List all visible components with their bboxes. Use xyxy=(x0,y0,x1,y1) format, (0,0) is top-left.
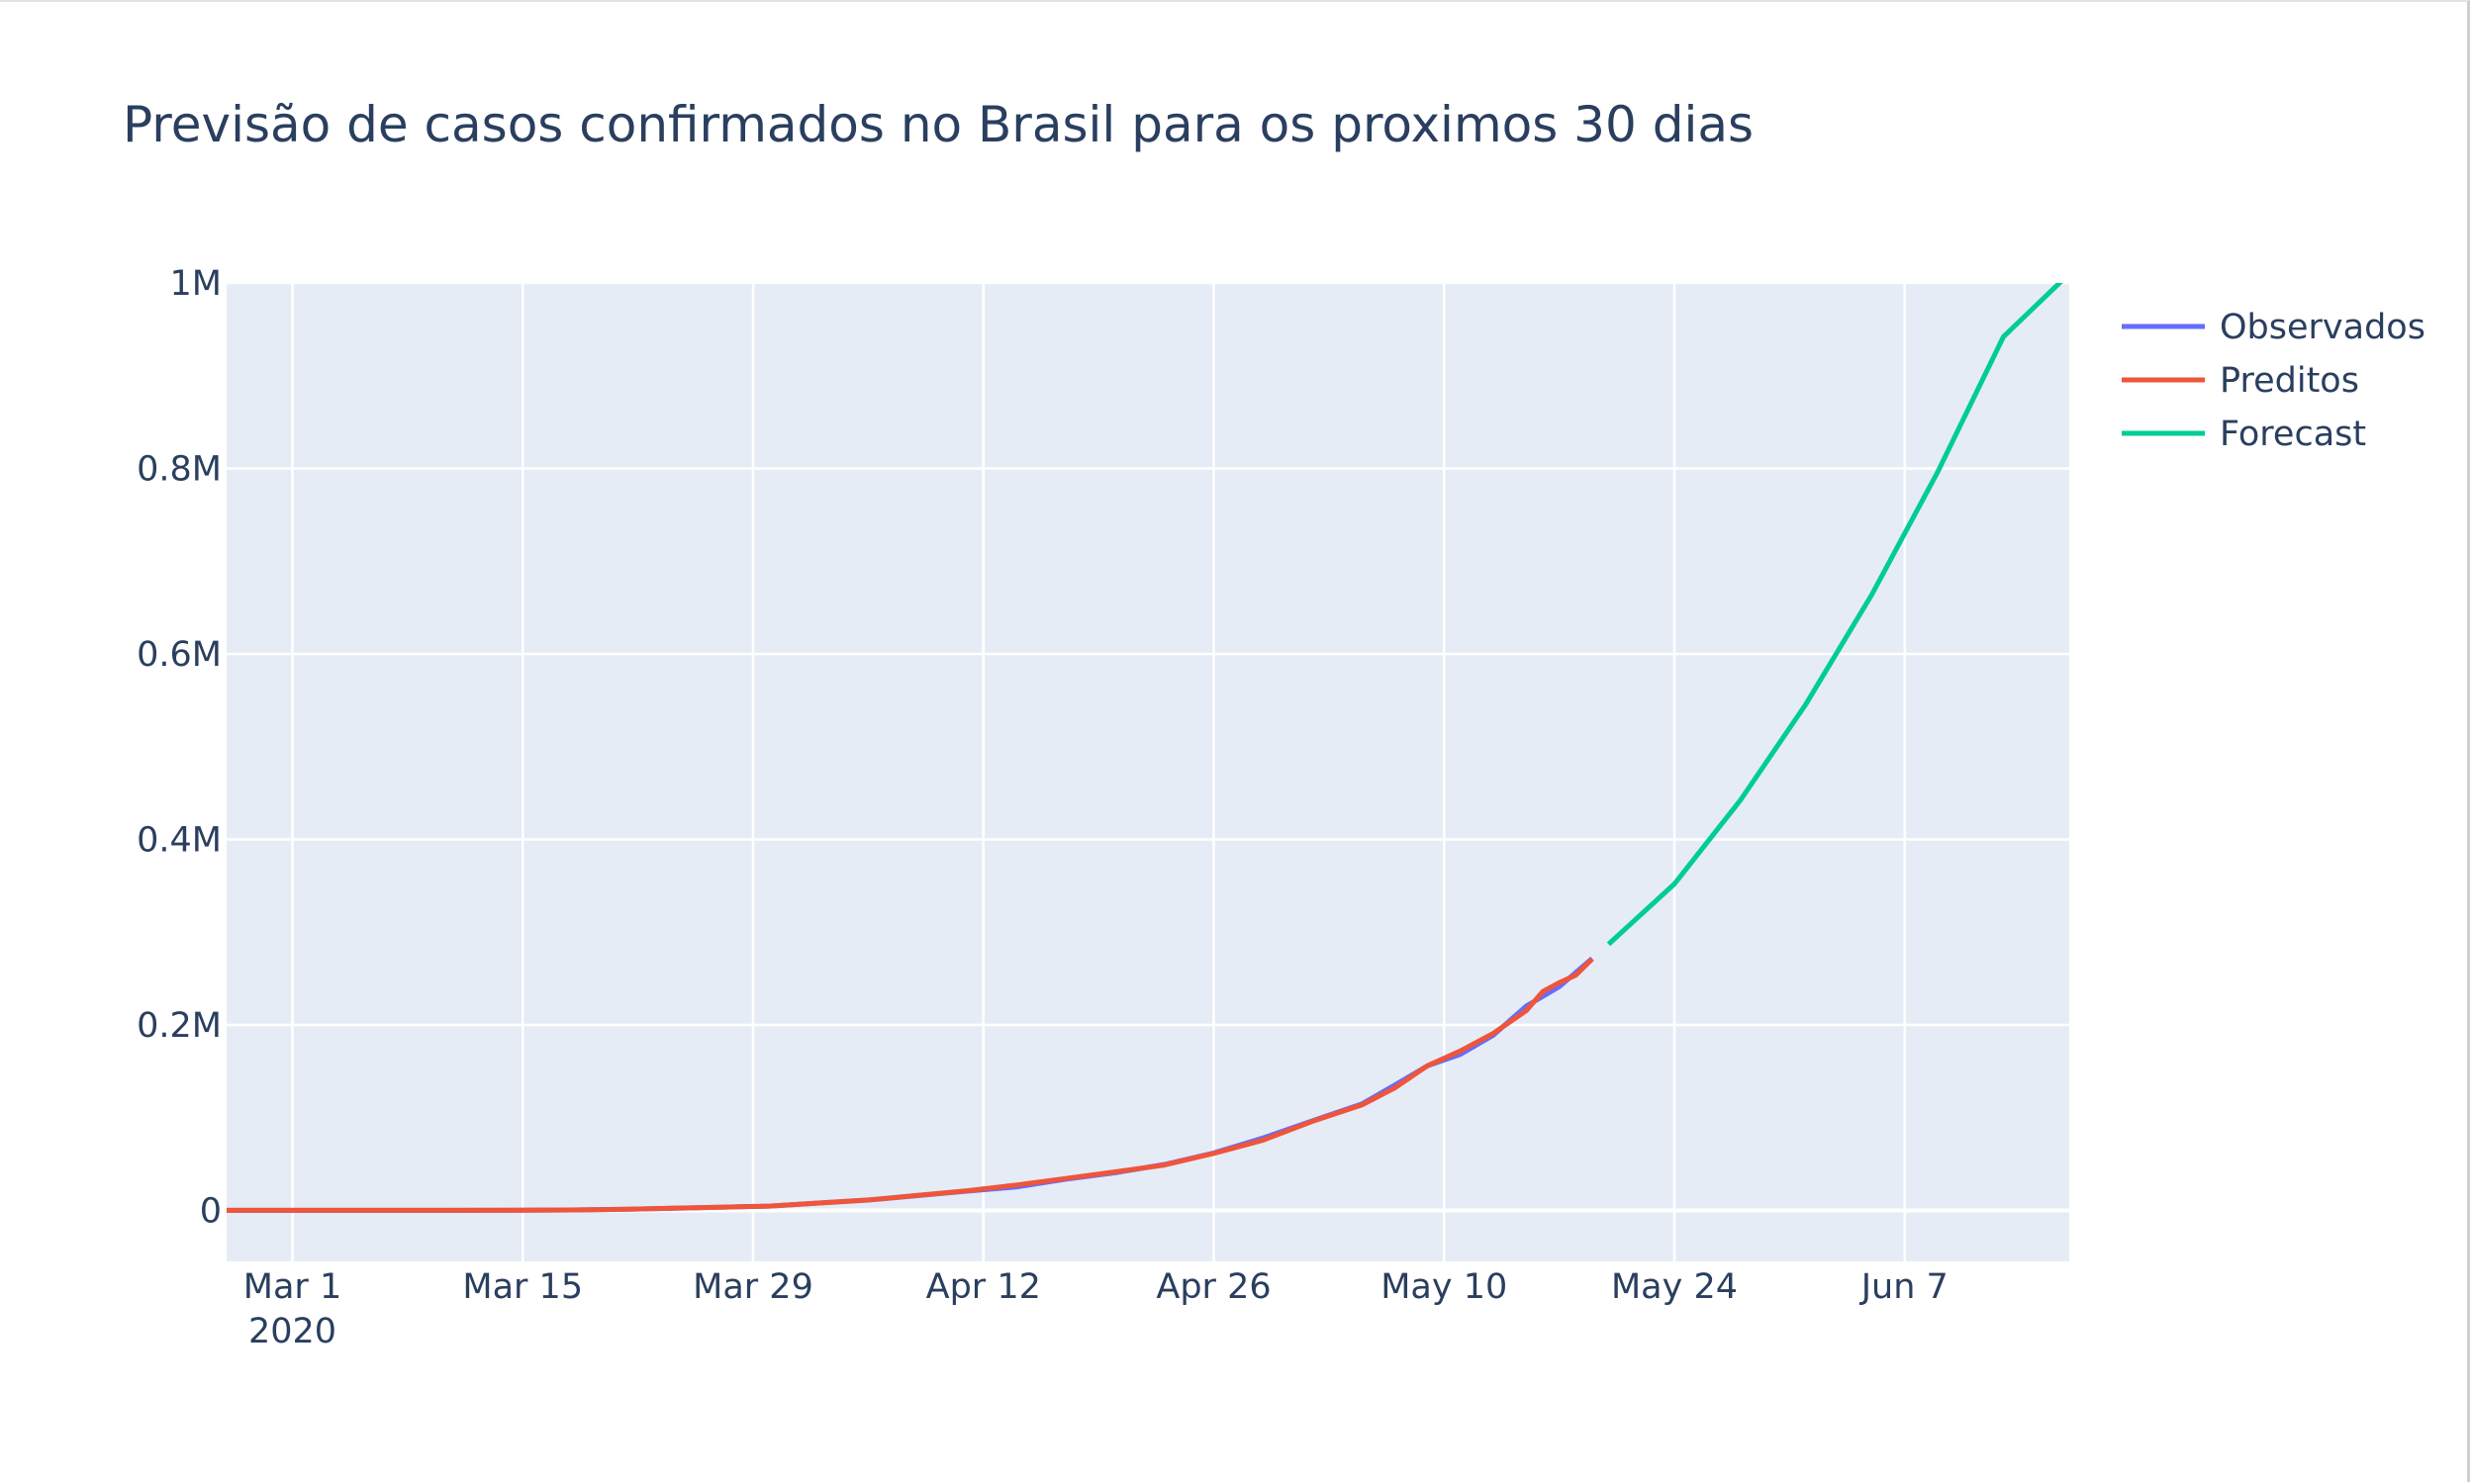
series-line-preditos[interactable] xyxy=(227,957,1594,1213)
series-layer xyxy=(227,274,2070,1213)
x-tick-label: Apr 26 xyxy=(1156,1267,1271,1307)
x-tick-label: May 10 xyxy=(1380,1267,1507,1307)
legend-item-forecast[interactable]: Forecast xyxy=(2122,415,2366,454)
y-tick-label: 0.6M xyxy=(137,635,222,675)
y-axis: 0 0.2M 0.4M 0.6M 0.8M 1M xyxy=(137,264,222,1231)
x-tick-label: Apr 12 xyxy=(926,1267,1041,1307)
x-tick-label: May 24 xyxy=(1611,1267,1738,1307)
x-axis: Mar 1 2020 Mar 15 Mar 29 Apr 12 Apr 26 May 10 M… xyxy=(243,1267,1949,1351)
legend[interactable]: Observados Preditos Forecast xyxy=(2122,308,2425,454)
y-tick-label: 0.4M xyxy=(137,820,222,860)
x-tick-label: Mar 15 xyxy=(462,1267,583,1307)
legend-item-preditos[interactable]: Preditos xyxy=(2122,361,2359,401)
legend-label: Observados xyxy=(2220,308,2425,347)
x-tick-label: Mar 1 xyxy=(243,1267,341,1307)
x-tick-label: Mar 29 xyxy=(693,1267,813,1307)
legend-label: Preditos xyxy=(2220,361,2359,401)
x-tick-sublabel: 2020 xyxy=(248,1312,336,1351)
plot-area[interactable] xyxy=(227,283,2069,1261)
legend-label: Forecast xyxy=(2220,415,2366,454)
y-tick-label: 0 xyxy=(200,1191,222,1231)
grid xyxy=(227,281,2069,1261)
x-tick-label: Jun 7 xyxy=(1859,1267,1949,1307)
chart-title: Previsão de casos confirmados no Brasil … xyxy=(123,96,1754,153)
legend-item-observados[interactable]: Observados xyxy=(2122,308,2425,347)
y-tick-label: 0.2M xyxy=(137,1006,222,1046)
series-line-forecast[interactable] xyxy=(1606,274,2070,947)
y-tick-label: 0.8M xyxy=(137,449,222,489)
y-tick-label: 1M xyxy=(170,264,222,304)
